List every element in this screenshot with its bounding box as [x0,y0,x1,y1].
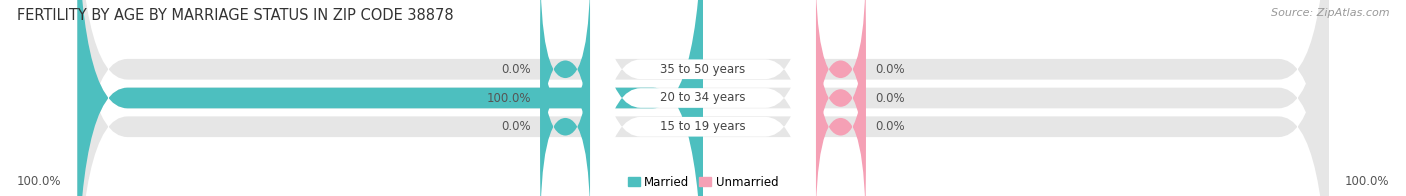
Text: 100.0%: 100.0% [486,92,531,104]
Text: 15 to 19 years: 15 to 19 years [661,120,745,133]
Legend: Married, Unmarried: Married, Unmarried [628,176,778,189]
FancyBboxPatch shape [77,0,1329,196]
Text: 35 to 50 years: 35 to 50 years [661,63,745,76]
FancyBboxPatch shape [591,0,815,196]
Text: 20 to 34 years: 20 to 34 years [661,92,745,104]
FancyBboxPatch shape [815,0,866,196]
Text: 0.0%: 0.0% [502,63,531,76]
FancyBboxPatch shape [77,0,1329,196]
Text: 0.0%: 0.0% [502,120,531,133]
Text: 100.0%: 100.0% [17,175,62,188]
FancyBboxPatch shape [815,0,866,175]
Text: 0.0%: 0.0% [875,63,904,76]
Text: 0.0%: 0.0% [875,92,904,104]
Text: 0.0%: 0.0% [875,120,904,133]
FancyBboxPatch shape [540,0,591,196]
Text: FERTILITY BY AGE BY MARRIAGE STATUS IN ZIP CODE 38878: FERTILITY BY AGE BY MARRIAGE STATUS IN Z… [17,8,454,23]
Text: Source: ZipAtlas.com: Source: ZipAtlas.com [1271,8,1389,18]
FancyBboxPatch shape [77,0,1329,196]
FancyBboxPatch shape [815,21,866,196]
FancyBboxPatch shape [591,0,815,196]
Text: 100.0%: 100.0% [1344,175,1389,188]
FancyBboxPatch shape [591,0,815,196]
FancyBboxPatch shape [77,0,703,196]
FancyBboxPatch shape [540,21,591,196]
FancyBboxPatch shape [540,0,591,175]
